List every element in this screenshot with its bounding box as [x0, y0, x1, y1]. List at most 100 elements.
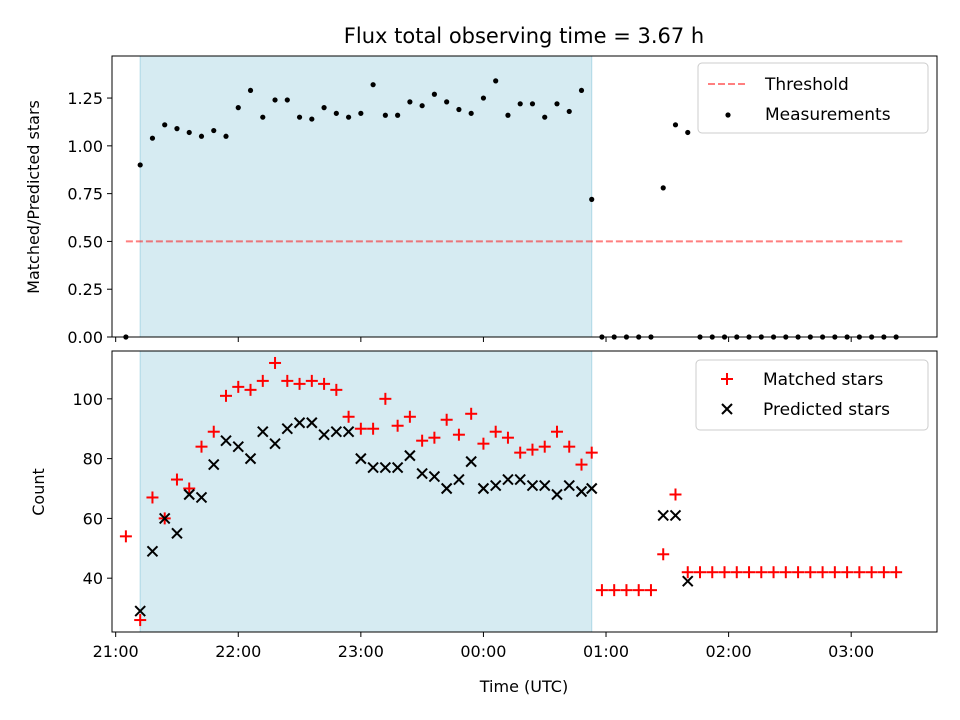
measurement-point	[162, 122, 168, 128]
matched-star-point	[207, 425, 220, 438]
predicted-star-point	[342, 426, 355, 438]
matched-star-point	[489, 425, 502, 438]
observing-window-shade	[139, 55, 593, 338]
matched-star-point	[877, 566, 890, 579]
observing-window-shade	[139, 350, 593, 633]
matched-star-point	[269, 356, 282, 369]
legend-predicted-label: Predicted stars	[763, 400, 890, 420]
matched-star-point	[452, 428, 465, 441]
measurement-point	[480, 95, 487, 101]
matched-star-point	[632, 584, 645, 597]
predicted-star-point	[367, 461, 379, 474]
matched-star-point	[379, 392, 392, 405]
measurement-point	[407, 99, 413, 105]
predicted-star-point	[502, 473, 514, 486]
legend-matched-label: Matched stars	[763, 370, 883, 390]
predicted-star-point	[183, 488, 195, 501]
count-points	[119, 356, 903, 627]
measurement-point	[223, 133, 229, 139]
predicted-star-point	[220, 434, 232, 447]
measurement-point	[566, 108, 572, 115]
predicted-star-point	[657, 509, 669, 522]
measurement-point	[542, 114, 548, 120]
bottom-legend-box	[695, 359, 929, 431]
matched-star-point	[256, 374, 269, 387]
predicted-star-point	[293, 417, 306, 429]
x-tick-label: 21:00	[93, 642, 139, 661]
predicted-star-point	[477, 482, 490, 495]
x-tick-label: 02:00	[706, 642, 752, 661]
top-legend: Threshold Measurements	[697, 62, 929, 134]
matched-star-point	[730, 566, 743, 579]
predicted-star-point	[171, 527, 183, 540]
matched-star-point	[755, 566, 768, 579]
bottom-y-axis: 40 60 80 100	[72, 390, 112, 588]
matched-star-point	[644, 584, 657, 597]
matched-star-point	[318, 377, 331, 390]
matched-star-point	[828, 566, 841, 579]
measurement-point	[589, 196, 595, 202]
matched-star-point	[281, 374, 294, 387]
measurement-point	[284, 97, 290, 103]
predicted-star-point	[440, 482, 453, 495]
matched-star-point	[595, 584, 608, 597]
measurement-point	[260, 114, 266, 120]
measurement-point	[419, 103, 425, 109]
top-x-ticks	[115, 337, 852, 342]
matched-star-point	[195, 440, 208, 453]
matched-star-point	[681, 566, 694, 579]
matched-star-point	[526, 443, 539, 456]
predicted-star-point	[514, 473, 526, 486]
matched-star-point	[657, 548, 670, 561]
matched-star-point	[779, 566, 792, 579]
x-tick-label: 23:00	[338, 642, 384, 661]
chart-title: Flux total observing time = 3.67 h	[344, 24, 704, 48]
predicted-star-point	[257, 426, 269, 438]
top-y-axis: 0.00 0.25 0.50 0.75 1.00 1.25	[67, 89, 112, 347]
matched-star-point	[330, 383, 343, 396]
measurement-point	[444, 99, 450, 105]
matched-star-point	[841, 566, 854, 579]
matched-star-point	[244, 383, 257, 396]
matched-star-point	[816, 566, 829, 579]
predicted-star-point	[269, 437, 281, 450]
matched-star-point	[220, 389, 233, 402]
measurement-point	[174, 126, 180, 132]
matched-star-point	[354, 422, 367, 435]
measurement-point	[529, 101, 536, 107]
legend-threshold-label: Threshold	[764, 75, 849, 95]
matched-star-point	[477, 437, 490, 450]
matched-star-point	[575, 458, 588, 471]
observing-window-band	[139, 350, 593, 633]
matched-star-point	[694, 566, 707, 579]
measurement-point	[358, 110, 364, 116]
observing-window-band	[139, 55, 593, 338]
bottom-x-axis: 21:00 22:00 23:00 00:00 01:00 02:00 03:00	[93, 632, 874, 661]
matched-star-point	[305, 374, 318, 387]
measurement-point	[235, 105, 241, 111]
matched-star-point	[550, 425, 563, 438]
predicted-star-point	[355, 452, 367, 465]
matched-star-point	[767, 566, 780, 579]
matched-star-point	[743, 566, 756, 579]
matched-star-point	[428, 431, 441, 444]
predicted-star-point	[416, 467, 428, 480]
x-tick-label: 03:00	[828, 642, 874, 661]
measurement-point	[382, 112, 388, 118]
bottom-legend: Matched stars Predicted stars	[695, 359, 929, 431]
predicted-star-point	[428, 470, 441, 483]
top-panel: 0.00 0.25 0.50 0.75 1.00 1.25 Matched/Predict…	[24, 55, 938, 347]
measurement-point	[333, 110, 339, 116]
matched-star-point	[134, 614, 147, 627]
predicted-star-point	[330, 426, 343, 438]
measurement-point	[149, 135, 156, 141]
predicted-star-point	[318, 428, 330, 441]
matched-star-point	[792, 566, 805, 579]
measurement-point	[272, 97, 278, 103]
measurement-point	[456, 106, 462, 113]
predicted-star-point	[526, 479, 539, 492]
measurement-point	[211, 127, 217, 134]
y-tick-label: 40	[83, 569, 103, 588]
matched-star-point	[232, 380, 245, 393]
matched-star-point	[563, 440, 576, 453]
